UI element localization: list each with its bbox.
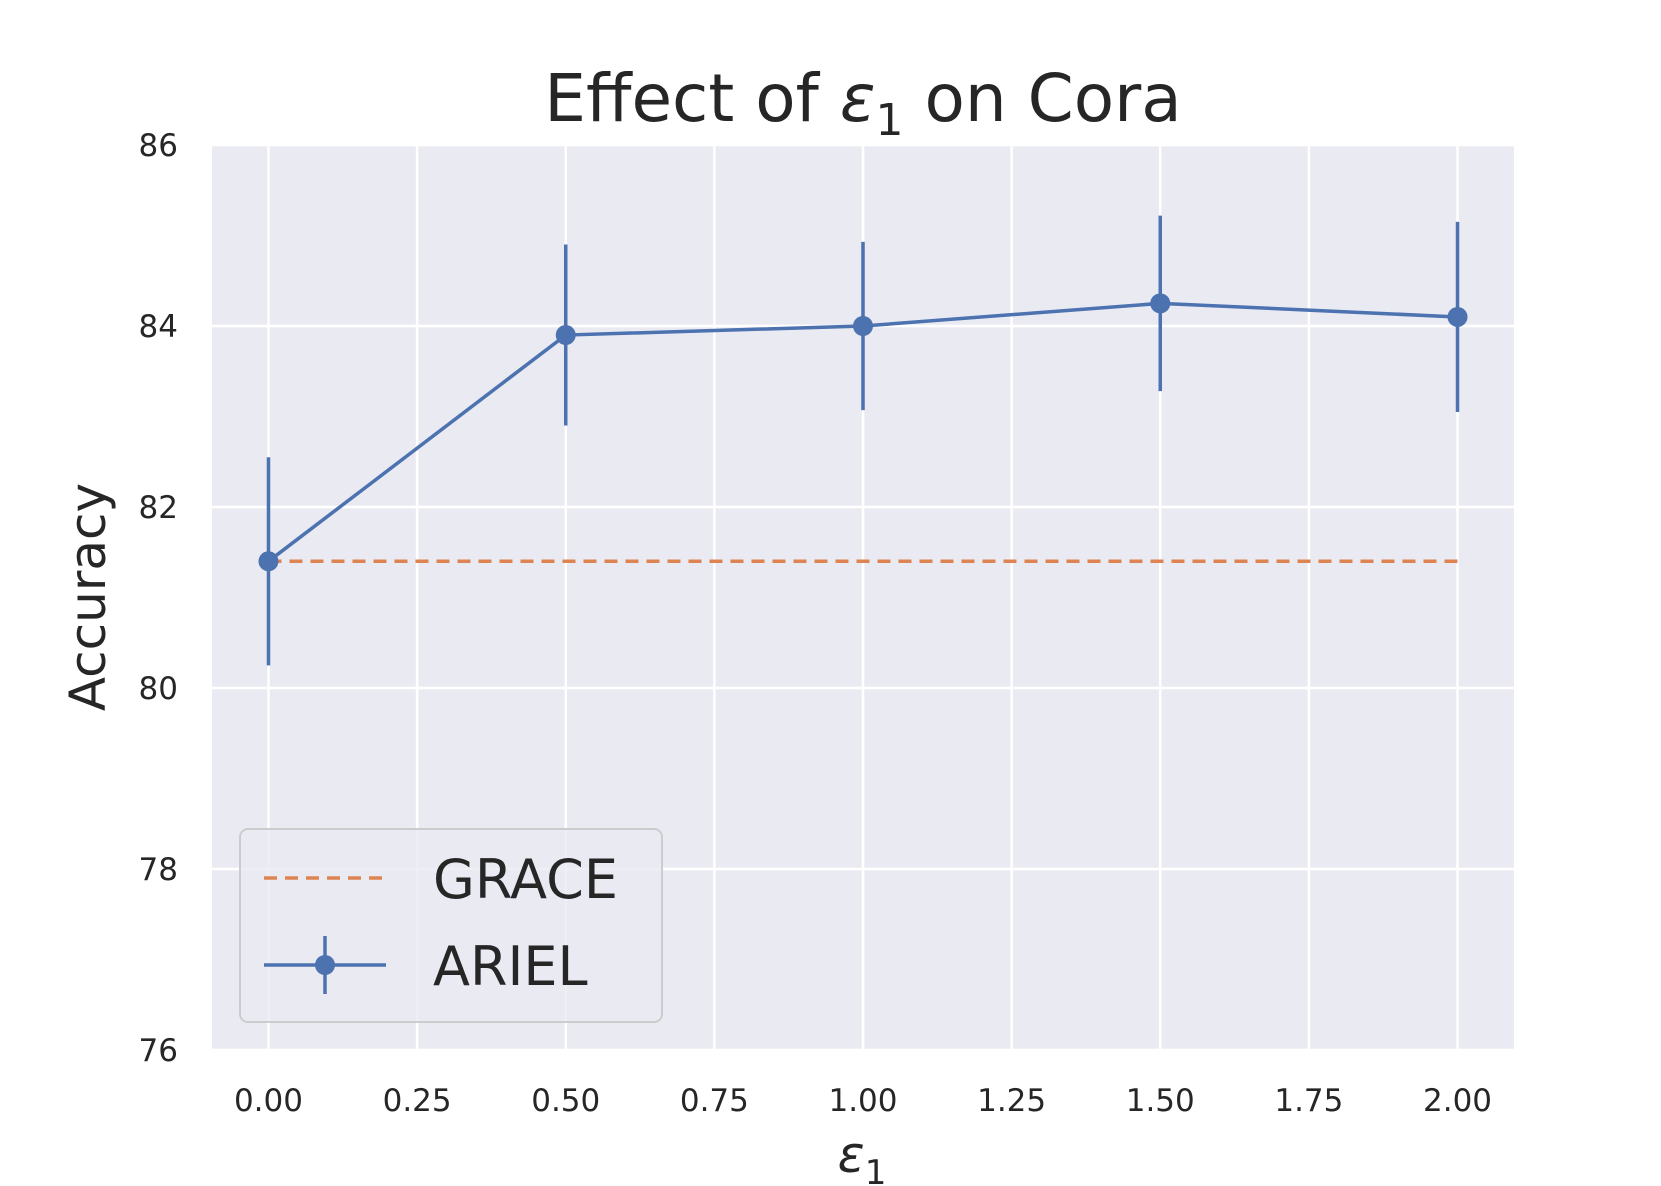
x-tick-label: 1.25 (977, 1083, 1046, 1119)
legend: GRACE ARIEL (239, 828, 663, 1023)
y-tick-labels: 76 78 80 82 84 86 (139, 128, 178, 1069)
x-axis-label: ε1 (838, 1126, 887, 1186)
x-tick-label: 1.75 (1274, 1083, 1343, 1119)
y-tick-label: 86 (139, 128, 178, 164)
ariel-point (258, 551, 279, 572)
x-tick-label: 1.50 (1126, 1083, 1195, 1119)
x-tick-label: 0.75 (680, 1083, 749, 1119)
y-tick-label: 84 (139, 309, 178, 345)
chart-title: Effect of ε1 on Cora (544, 60, 1181, 146)
legend-box (239, 828, 663, 1023)
x-tick-label: 1.00 (828, 1083, 897, 1119)
y-tick-label: 82 (139, 490, 178, 526)
ariel-point (1150, 293, 1171, 314)
series-layer (258, 215, 1468, 666)
ariel-point (853, 316, 873, 336)
ariel-point (555, 325, 576, 346)
x-tick-label: 0.25 (383, 1083, 452, 1119)
legend-ariel-label: ARIEL (433, 935, 588, 998)
x-tick-labels: 0.00 0.25 0.50 0.75 1.00 1.25 1.50 1.75 2.00 (234, 1083, 1492, 1119)
x-tick-label: 0.00 (234, 1083, 303, 1119)
y-axis-label: Accuracy (59, 483, 117, 711)
y-tick-label: 76 (139, 1033, 178, 1069)
x-tick-label: 2.00 (1423, 1083, 1492, 1119)
ariel-point (1447, 306, 1468, 327)
x-tick-label: 0.50 (531, 1083, 600, 1119)
legend-grace-label: GRACE (433, 848, 618, 911)
legend-ariel-marker (315, 955, 335, 975)
y-tick-label: 80 (139, 671, 178, 707)
y-tick-label: 78 (139, 852, 178, 888)
